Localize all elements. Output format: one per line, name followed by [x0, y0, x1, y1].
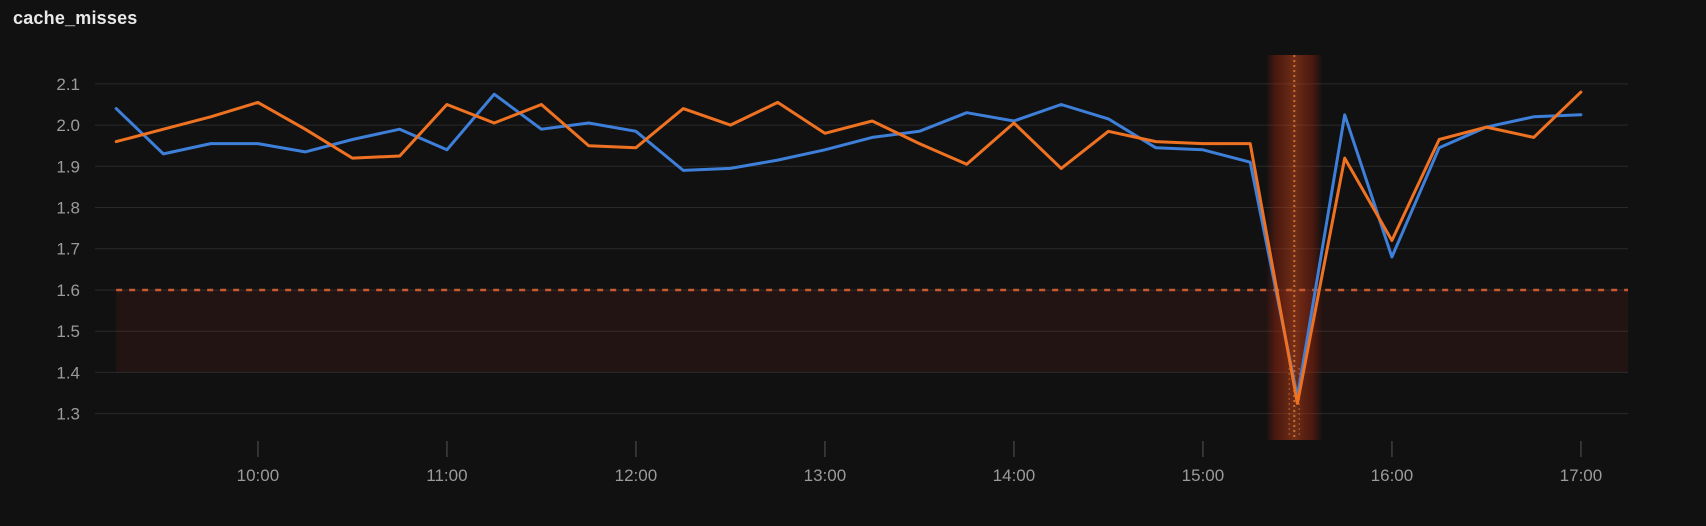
- orange-series-line: [114, 90, 1583, 405]
- y-axis-tick-label: 1.7: [56, 240, 80, 259]
- x-axis-tick-label: 17:00: [1560, 466, 1603, 485]
- x-axis-tick-label: 15:00: [1182, 466, 1225, 485]
- y-axis-tick-label: 2.1: [56, 75, 80, 94]
- y-axis-tick-label: 1.6: [56, 281, 80, 300]
- y-axis-tick-label: 1.4: [56, 363, 80, 382]
- threshold-region: [116, 289, 1628, 373]
- x-axis-tick-label: 13:00: [804, 466, 847, 485]
- y-axis-tick-label: 1.5: [56, 322, 80, 341]
- y-axis-tick-label: 1.3: [56, 405, 80, 424]
- x-axis-tick-label: 11:00: [426, 466, 467, 485]
- blue-series-line: [114, 92, 1583, 399]
- panel-title[interactable]: cache_misses: [13, 8, 138, 28]
- x-axis-tick-label: 10:00: [237, 466, 280, 485]
- y-axis-tick-label: 2.0: [56, 116, 80, 135]
- y-axis-tick-label: 1.9: [56, 157, 80, 176]
- y-axis-tick-label: 1.8: [56, 199, 80, 218]
- x-axis-tick-label: 16:00: [1371, 466, 1414, 485]
- x-axis-tick-label: 12:00: [615, 466, 658, 485]
- x-axis-tick-label: 14:00: [993, 466, 1036, 485]
